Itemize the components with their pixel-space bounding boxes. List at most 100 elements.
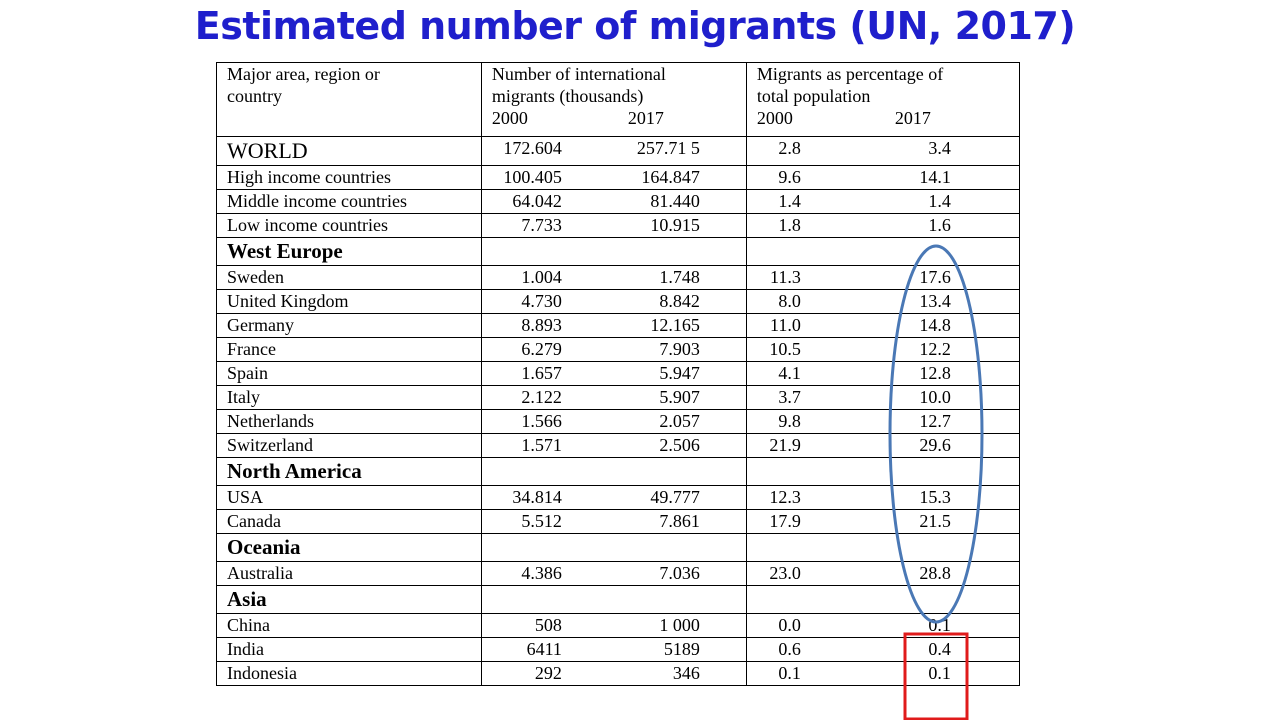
migrants-percentage-cell: 1.8 1.6: [745, 213, 1021, 238]
header-pct-year-2000: 2000: [756, 108, 793, 128]
table-row: France 6.279 7.903 10.5 12.2: [216, 337, 1021, 362]
migrants-percentage-cell: 21.9 29.6: [745, 433, 1021, 458]
country-name: Italy: [216, 385, 482, 410]
migrants-number-cell: 1.566 2.057: [480, 409, 747, 434]
country-name: United Kingdom: [216, 289, 482, 314]
percentage-2000: 4.1: [778, 363, 801, 383]
percentage-2000: 17.9: [769, 511, 801, 531]
region-header-row: Oceania: [216, 533, 1021, 562]
table-row: USA 34.814 49.777 12.3 15.3: [216, 485, 1021, 510]
number-2017: 49.777: [650, 487, 700, 507]
number-2000: 292: [534, 663, 562, 683]
header-percentage-years: 2000 2017: [757, 107, 1019, 129]
number-2017: 7.903: [659, 339, 700, 359]
region-header-row: North America: [216, 457, 1021, 486]
table-row: China 508 1 000 0.0 0.1: [216, 613, 1021, 638]
migrants-number-cell: 34.814 49.777: [480, 485, 747, 510]
country-name: Canada: [216, 509, 482, 534]
percentage-2017: 21.5: [919, 511, 951, 531]
number-2000: 172.604: [503, 138, 562, 158]
header-number-line1: Number of international: [491, 64, 666, 84]
percentage-2017: 0.1: [928, 615, 951, 635]
percentage-2000: 3.7: [778, 387, 801, 407]
migrants-number-cell: 64.042 81.440: [480, 189, 747, 214]
migrants-number-cell: 1.004 1.748: [480, 265, 747, 290]
percentage-2000: 0.1: [778, 663, 801, 683]
country-name: China: [216, 613, 482, 638]
percentage-2000: 11.3: [770, 267, 801, 287]
country-name: Switzerland: [216, 433, 482, 458]
region-name: Oceania: [216, 533, 482, 562]
country-name: Indonesia: [216, 661, 482, 686]
number-2000: 508: [534, 615, 562, 635]
migrants-percentage-cell: 3.7 10.0: [745, 385, 1021, 410]
migrants-number-cell: 172.604 257.71 5: [480, 136, 747, 166]
number-2017: 164.847: [641, 167, 700, 187]
migrants-number-cell: 5.512 7.861: [480, 509, 747, 534]
migrants-percentage-cell: 23.0 28.8: [745, 561, 1021, 586]
percentage-2017: 17.6: [919, 267, 951, 287]
number-2017: 5.907: [659, 387, 700, 407]
percentage-2000: 1.4: [778, 191, 801, 211]
migrants-number-cell: 4.730 8.842: [480, 289, 747, 314]
migrants-percentage-cell: 0.6 0.4: [745, 637, 1021, 662]
migrants-percentage-cell: [745, 457, 1021, 486]
header-percentage-line2: total population: [756, 86, 871, 106]
migrants-number-cell: 292 346: [480, 661, 747, 686]
number-2017: 7.861: [659, 511, 700, 531]
percentage-2017: 12.2: [919, 339, 951, 359]
table-row: Switzerland 1.571 2.506 21.9 29.6: [216, 433, 1021, 458]
percentage-2017: 15.3: [919, 487, 951, 507]
table-row: Low income countries 7.733 10.915 1.8 1.6: [216, 213, 1021, 238]
number-2017: 1.748: [659, 267, 700, 287]
migrants-number-cell: [480, 533, 747, 562]
header-area-line2: country: [227, 86, 282, 106]
country-name: Sweden: [216, 265, 482, 290]
migrants-number-cell: 8.893 12.165: [480, 313, 747, 338]
migrants-number-cell: [480, 585, 747, 614]
percentage-2000: 1.8: [778, 215, 801, 235]
percentage-2017: 1.6: [928, 215, 951, 235]
number-2017: 5.947: [659, 363, 700, 383]
migrants-percentage-cell: 9.6 14.1: [745, 165, 1021, 190]
number-2000: 1.571: [521, 435, 562, 455]
number-2000: 34.814: [512, 487, 562, 507]
percentage-2000: 12.3: [769, 487, 801, 507]
number-2017: 346: [672, 663, 700, 683]
country-name: Middle income countries: [216, 189, 482, 214]
migrants-percentage-cell: 11.3 17.6: [745, 265, 1021, 290]
percentage-2000: 2.8: [778, 138, 801, 158]
country-name: France: [216, 337, 482, 362]
migrants-percentage-cell: 17.9 21.5: [745, 509, 1021, 534]
table-row: High income countries 100.405 164.847 9.6 14…: [216, 165, 1021, 190]
migrants-percentage-cell: [745, 237, 1021, 266]
country-name: USA: [216, 485, 482, 510]
percentage-2017: 29.6: [919, 435, 951, 455]
migrants-number-cell: 100.405 164.847: [480, 165, 747, 190]
migrants-percentage-cell: 0.1 0.1: [745, 661, 1021, 686]
number-2017: 10.915: [650, 215, 700, 235]
header-pct-year-2017: 2017: [894, 108, 931, 128]
header-year-2000: 2000: [491, 108, 528, 128]
region-name: West Europe: [216, 237, 482, 266]
number-2000: 4.730: [521, 291, 562, 311]
migrants-number-cell: 2.122 5.907: [480, 385, 747, 410]
header-percentage: Migrants as percentage of total populati…: [745, 62, 1021, 137]
migrants-percentage-cell: 9.8 12.7: [745, 409, 1021, 434]
number-2017: 12.165: [650, 315, 700, 335]
migrants-number-cell: 1.657 5.947: [480, 361, 747, 386]
table-row: Indonesia 292 346 0.1 0.1: [216, 661, 1021, 686]
percentage-2000: 10.5: [769, 339, 801, 359]
migrants-number-cell: 4.386 7.036: [480, 561, 747, 586]
migrants-number-cell: 508 1 000: [480, 613, 747, 638]
region-name: North America: [216, 457, 482, 486]
percentage-2000: 23.0: [769, 563, 801, 583]
percentage-2017: 12.7: [919, 411, 951, 431]
percentage-2017: 10.0: [919, 387, 951, 407]
migrants-percentage-cell: 2.8 3.4: [745, 136, 1021, 166]
migrants-percentage-cell: 12.3 15.3: [745, 485, 1021, 510]
number-2000: 2.122: [521, 387, 562, 407]
percentage-2017: 12.8: [919, 363, 951, 383]
table-row: Italy 2.122 5.907 3.7 10.0: [216, 385, 1021, 410]
percentage-2000: 21.9: [769, 435, 801, 455]
